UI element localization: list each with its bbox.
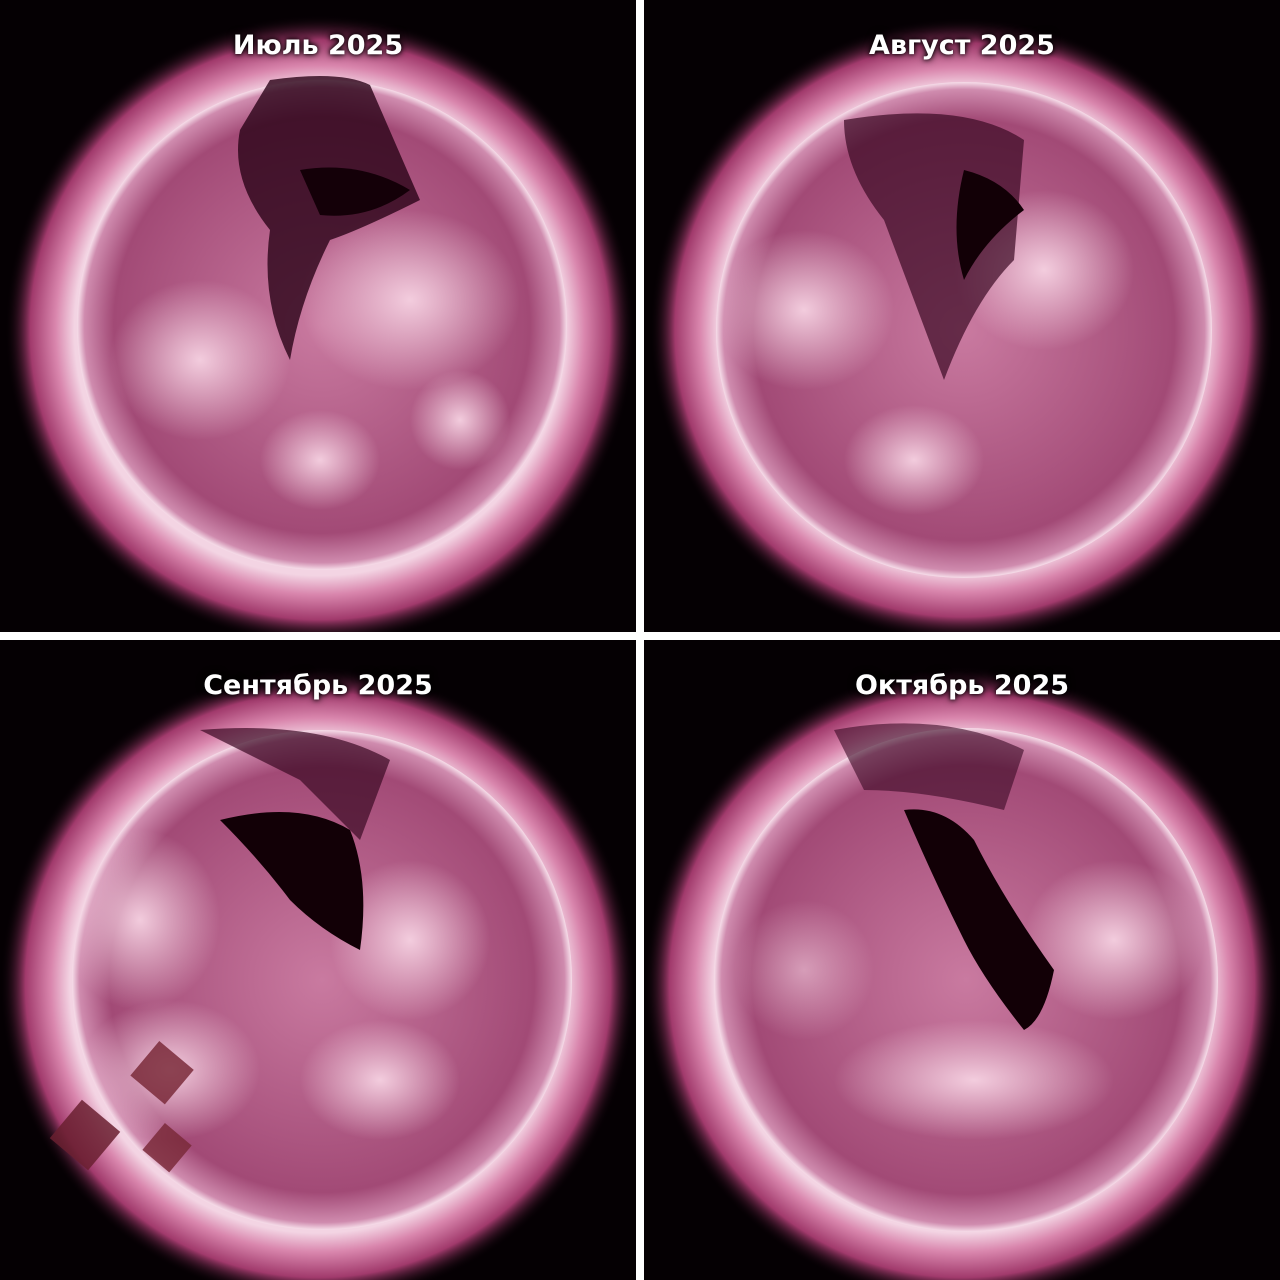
- panel-label: Октябрь 2025: [854, 670, 1070, 701]
- sun-image-october: Октябрь 2025: [644, 640, 1280, 1280]
- sun-disk-october: [644, 667, 1280, 1280]
- sun-disk-july: [5, 15, 635, 632]
- sun-image-july: Июль 2025: [0, 0, 636, 632]
- panel-label: Июль 2025: [232, 30, 404, 61]
- panel-label: Август 2025: [869, 30, 1055, 61]
- sun-image-september: Сентябрь 2025: [0, 640, 636, 1280]
- sun-disk-august: [650, 18, 1274, 632]
- panel-label: Сентябрь 2025: [203, 670, 433, 701]
- sun-image-august: Август 2025: [644, 0, 1280, 632]
- sun-disk-september: [0, 667, 636, 1280]
